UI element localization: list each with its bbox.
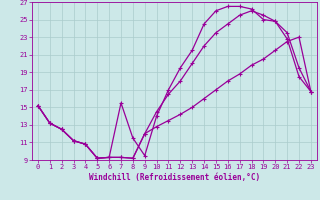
X-axis label: Windchill (Refroidissement éolien,°C): Windchill (Refroidissement éolien,°C) (89, 173, 260, 182)
